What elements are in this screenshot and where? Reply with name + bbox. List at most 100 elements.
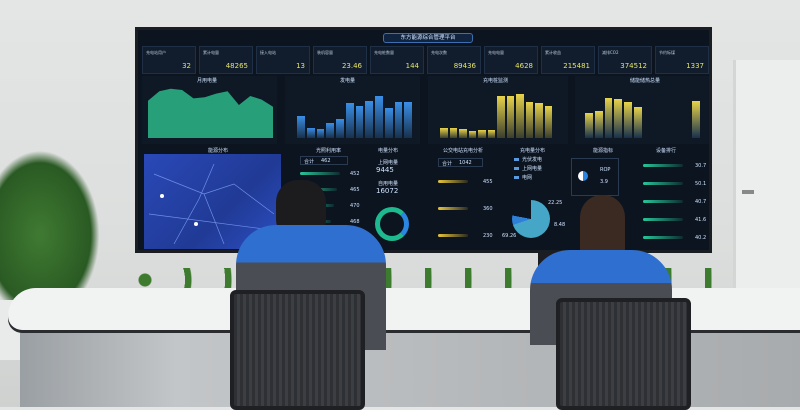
kpi-value: 144 xyxy=(405,62,419,70)
ranking-bar xyxy=(643,182,683,185)
office-chair xyxy=(556,298,691,410)
bar xyxy=(440,128,448,138)
ranking-bar xyxy=(643,236,683,239)
legend-swatch xyxy=(514,176,519,179)
bar xyxy=(633,107,642,138)
bar xyxy=(487,130,495,138)
map-label: 能源分布 xyxy=(208,148,229,154)
charging-value: 360 xyxy=(483,206,493,212)
chart-title: 充电桩监测 xyxy=(483,78,509,84)
charging-value: 455 xyxy=(483,179,493,185)
monthly-chart-panel: 月用电量 xyxy=(142,76,277,144)
total-label: 合计 xyxy=(304,159,315,165)
bar xyxy=(355,105,364,138)
bar xyxy=(449,128,457,138)
monthly-area-chart xyxy=(148,88,273,138)
share-value: 22.25 xyxy=(548,200,563,206)
kpi-label: 累计电量 xyxy=(203,50,219,55)
share-value: 69.26 xyxy=(502,233,517,239)
chart-title: 月用电量 xyxy=(197,78,218,84)
legend-label: 电网 xyxy=(522,175,533,181)
bar xyxy=(478,130,486,138)
ranking-value: 50.1 xyxy=(695,181,707,187)
bar xyxy=(316,129,325,138)
rop-panel-label: 能源指标 xyxy=(593,148,614,154)
generation-bar-chart xyxy=(297,88,412,138)
rop-value: 3.9 xyxy=(600,179,608,185)
ranking-bar xyxy=(643,164,683,167)
rop-card: ROP 3.9 xyxy=(571,158,619,196)
bar xyxy=(506,95,514,138)
bar xyxy=(365,100,373,138)
kpi-value: 1337 xyxy=(686,62,704,70)
chart-title: 储能储热总量 xyxy=(630,78,661,84)
bar xyxy=(692,100,700,138)
legend-swatch xyxy=(514,167,519,170)
bar xyxy=(345,103,354,138)
share-label: 充电量分布 xyxy=(520,148,546,154)
legend-label: 光伏发电 xyxy=(522,157,543,163)
share-value: 8.48 xyxy=(554,222,566,228)
kpi-card: 装机容量 23.46 xyxy=(313,46,367,74)
bar xyxy=(394,102,403,138)
kpi-card: 充电次数 89436 xyxy=(427,46,481,74)
pv-value: 465 xyxy=(350,187,360,193)
charging-value: 230 xyxy=(483,233,493,239)
kpi-card: 充电站用户 32 xyxy=(142,46,196,74)
charging-bar xyxy=(438,207,468,210)
kpi-value: 4628 xyxy=(515,62,533,70)
kpi-card: 充电桩数量 144 xyxy=(370,46,424,74)
total-value: 462 xyxy=(321,158,331,164)
kpi-label: 充电次数 xyxy=(431,50,447,55)
kpi-value: 215481 xyxy=(563,62,590,70)
upload-value: 9445 xyxy=(376,166,394,174)
share-pie-chart xyxy=(512,200,550,238)
kpi-label: 减排CO2 xyxy=(602,50,619,55)
power-label: 电量分布 xyxy=(378,148,399,154)
bar xyxy=(614,99,622,138)
storage-chart-panel: 储能储热总量 xyxy=(575,76,709,144)
bar xyxy=(585,113,593,138)
kpi-value: 23.46 xyxy=(341,62,362,70)
total-label: 合计 xyxy=(442,161,453,167)
ranking-value: 40.2 xyxy=(695,235,707,241)
kpi-value: 89436 xyxy=(453,62,476,70)
bar xyxy=(459,129,467,138)
pv-value: 452 xyxy=(350,171,360,177)
kpi-card: 累计电量 48265 xyxy=(199,46,253,74)
ranking-value: 40.7 xyxy=(695,199,707,205)
kpi-label: 节约标煤 xyxy=(659,50,675,55)
monitor-chart-panel: 充电桩监测 xyxy=(428,76,568,144)
kpi-label: 累计收益 xyxy=(545,50,561,55)
kpi-value: 374512 xyxy=(620,62,647,70)
charging-label: 公交电站充电分析 xyxy=(443,148,484,154)
dashboard-title: 东方能源综合管理平台 xyxy=(383,33,473,43)
kpi-value: 48265 xyxy=(225,62,248,70)
upload-label: 上网电量 xyxy=(378,160,399,166)
legend-label: 上网电量 xyxy=(522,166,543,172)
kpi-card: 节约标煤 1337 xyxy=(655,46,709,74)
bar xyxy=(544,105,552,138)
kpi-card: 减排CO2 374512 xyxy=(598,46,652,74)
legend-swatch xyxy=(514,158,519,161)
storage-bar-chart xyxy=(585,88,700,138)
ranking-value: 30.7 xyxy=(695,163,707,169)
bar xyxy=(497,95,505,138)
rop-icon xyxy=(578,171,588,181)
pv-value: 470 xyxy=(350,203,360,209)
ranking-bar xyxy=(643,218,683,221)
video-wall-dashboard: 东方能源综合管理平台 充电站用户 32 累计电量 48265 接入电站 13 装机容量 23.… xyxy=(135,27,712,253)
bar xyxy=(306,128,315,138)
bar xyxy=(384,108,393,138)
kpi-card: 充电电量 4628 xyxy=(484,46,538,74)
ranking-bar xyxy=(643,200,683,203)
bar xyxy=(525,102,533,138)
ranking-value: 41.6 xyxy=(695,217,707,223)
pv-label: 光照利用率 xyxy=(316,148,342,154)
kpi-card: 累计收益 215481 xyxy=(541,46,595,74)
office-chair xyxy=(230,290,365,410)
pv-total: 合计 462 xyxy=(300,156,348,165)
kpi-label: 接入电站 xyxy=(260,50,276,55)
kpi-value: 32 xyxy=(182,62,191,70)
bar xyxy=(604,98,613,138)
